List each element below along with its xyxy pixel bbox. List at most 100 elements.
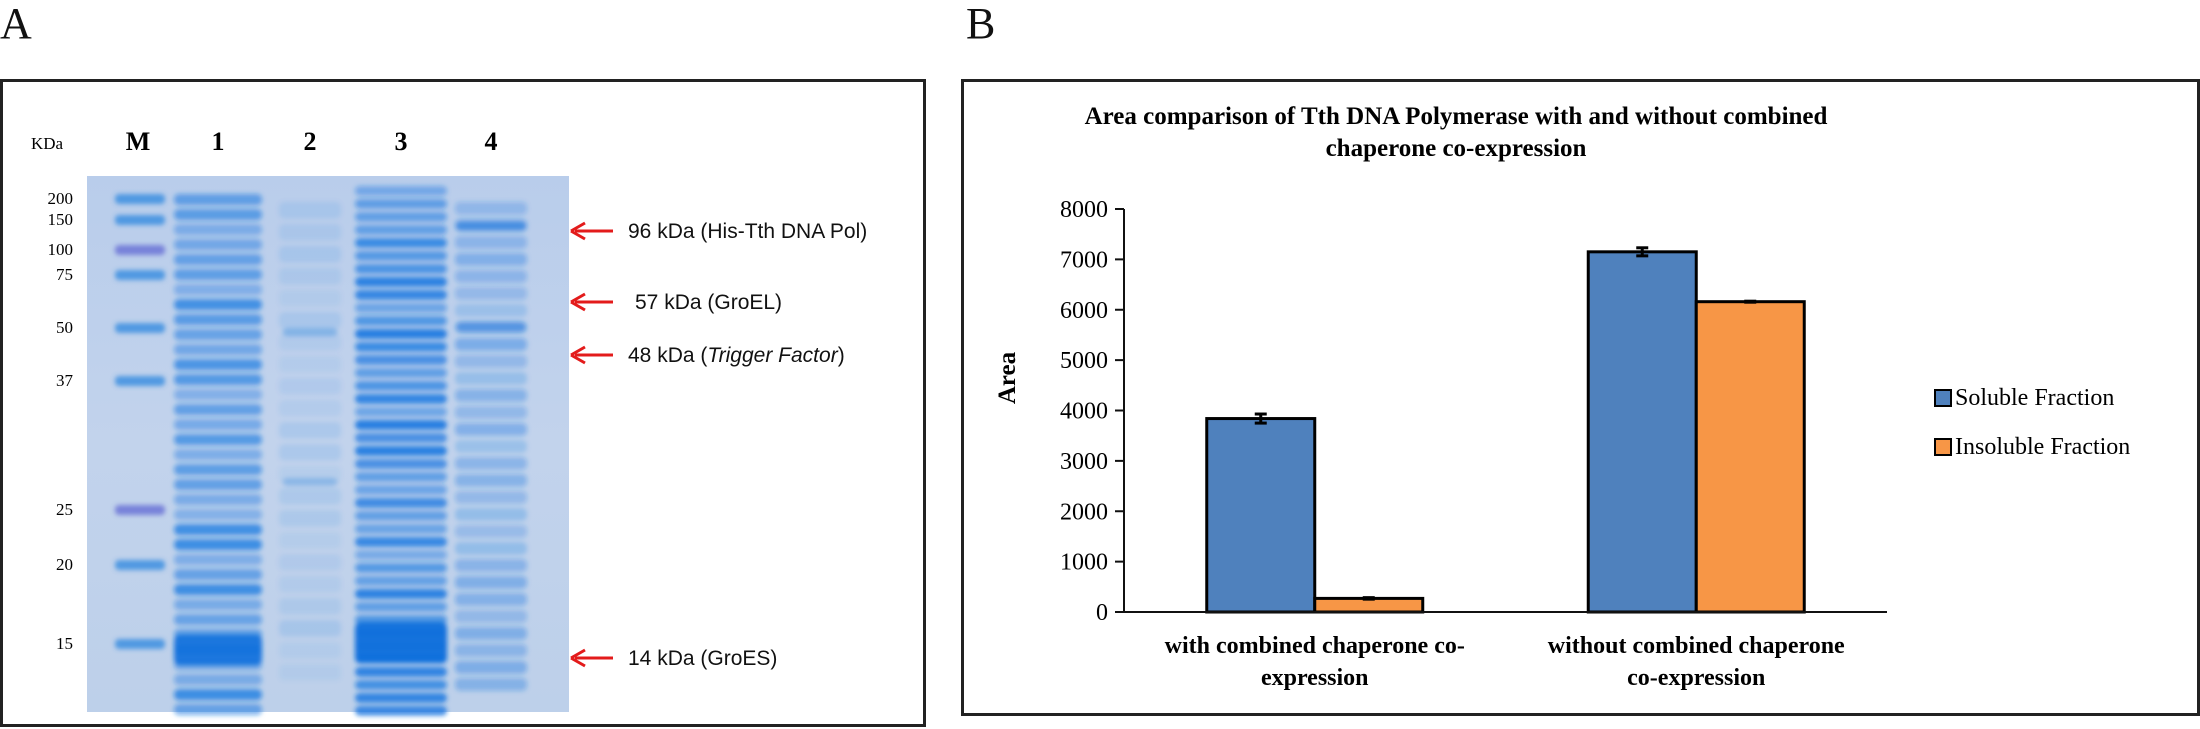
sample-band-strong: [282, 328, 338, 336]
sample-band: [174, 374, 262, 386]
sample-band: [455, 423, 527, 436]
sample-band: [455, 338, 527, 351]
annotation-2: 48 kDa (Trigger Factor): [570, 344, 845, 367]
bar-chart: Area comparison of Tth DNA Polymerase wi…: [994, 103, 2130, 691]
sample-band: [455, 372, 527, 385]
sample-band-strong: [456, 222, 526, 230]
sample-band: [355, 225, 447, 235]
marker-label-15: 15: [56, 634, 73, 653]
sample-band: [355, 394, 447, 404]
sample-band: [174, 389, 262, 401]
sample-band: [455, 440, 527, 453]
sample-band: [174, 479, 262, 491]
marker-band: [115, 639, 165, 649]
sample-band: [455, 491, 527, 504]
x-category-label: expression: [1261, 665, 1369, 691]
sample-band-strong: [282, 478, 338, 486]
sample-band: [355, 277, 447, 287]
sample-band: [174, 554, 262, 566]
gel-lanes: [115, 186, 527, 716]
annotation-text: 14 kDa (GroES): [628, 647, 777, 670]
sample-band: [355, 563, 447, 573]
marker-label-37: 37: [56, 371, 74, 390]
panel-a-letter: A: [0, 0, 32, 48]
legend-swatch-0: [1934, 389, 1952, 407]
annotation-text-part: 14 kDa (GroES: [628, 647, 770, 670]
sample-band: [355, 680, 447, 690]
sample-band-strong: [456, 322, 526, 332]
sample-band: [174, 449, 262, 461]
y-tick-label: 0: [1096, 600, 1108, 626]
sample-band: [279, 356, 341, 373]
sample-band: [279, 532, 341, 549]
sample-band: [355, 537, 447, 547]
bars: [1205, 246, 1806, 614]
x-category-label: with combined chaperone co-: [1165, 633, 1465, 659]
sample-band: [455, 593, 527, 606]
sample-band: [455, 355, 527, 368]
marker-band: [115, 505, 165, 515]
sample-band: [355, 303, 447, 313]
sample-band: [279, 422, 341, 439]
sample-band: [174, 689, 262, 701]
sample-band: [455, 661, 527, 674]
annotation-1: 57 kDa (GroEL): [570, 291, 782, 314]
annotation-text-part: ): [838, 344, 845, 367]
sample-band: [355, 498, 447, 508]
marker-label-200: 200: [48, 189, 74, 208]
lane-label-2: 2: [304, 127, 317, 156]
y-tick-label: 5000: [1060, 348, 1108, 374]
sample-band: [174, 704, 262, 716]
sample-band: [279, 246, 341, 263]
sample-band: [455, 236, 527, 249]
sample-band: [279, 488, 341, 505]
sample-band: [455, 406, 527, 419]
sample-band: [279, 642, 341, 659]
marker-band: [115, 245, 165, 255]
sample-band-strong: [174, 635, 262, 665]
annotation-text-part: 48 kDa (: [628, 344, 707, 367]
sample-band: [455, 253, 527, 266]
lane-label-3: 3: [395, 127, 408, 156]
arrow-head: [570, 648, 586, 668]
sample-band: [174, 344, 262, 356]
sample-band: [279, 334, 341, 351]
sample-band: [174, 419, 262, 431]
bar-1-1: [1694, 300, 1806, 614]
sample-band: [355, 524, 447, 534]
marker-band: [115, 323, 165, 333]
sample-band: [174, 599, 262, 611]
sample-band: [355, 355, 447, 365]
sample-band: [279, 554, 341, 571]
sample-band: [455, 202, 527, 215]
sample-band: [355, 550, 447, 560]
sample-band: [355, 264, 447, 274]
sample-band: [355, 576, 447, 586]
marker-label-25: 25: [56, 500, 73, 519]
sample-band: [174, 359, 262, 371]
sample-band: [174, 269, 262, 281]
sample-band: [355, 693, 447, 703]
sample-band: [174, 329, 262, 341]
sample-band: [455, 576, 527, 589]
sample-band: [455, 542, 527, 555]
sample-band: [455, 610, 527, 623]
annotation-text-part: ): [770, 647, 777, 670]
sample-band: [174, 284, 262, 296]
sample-band: [355, 446, 447, 456]
sample-band: [279, 312, 341, 329]
sample-band: [279, 224, 341, 241]
annotation-text-part: 57 kDa (GroEL): [635, 291, 782, 314]
sample-band: [174, 464, 262, 476]
sample-band: [174, 299, 262, 311]
kda-label: KDa: [31, 134, 64, 153]
sample-band: [455, 474, 527, 487]
sample-band: [174, 614, 262, 626]
sample-band: [355, 589, 447, 599]
sample-band: [355, 706, 447, 716]
lane-label-4: 4: [485, 127, 498, 156]
x-category-label: without combined chaperone: [1548, 633, 1845, 659]
y-tick-label: 4000: [1060, 399, 1108, 425]
annotation-italic: Trigger Factor: [707, 344, 838, 367]
annotation-text: 48 kDa (Trigger Factor): [628, 344, 845, 367]
